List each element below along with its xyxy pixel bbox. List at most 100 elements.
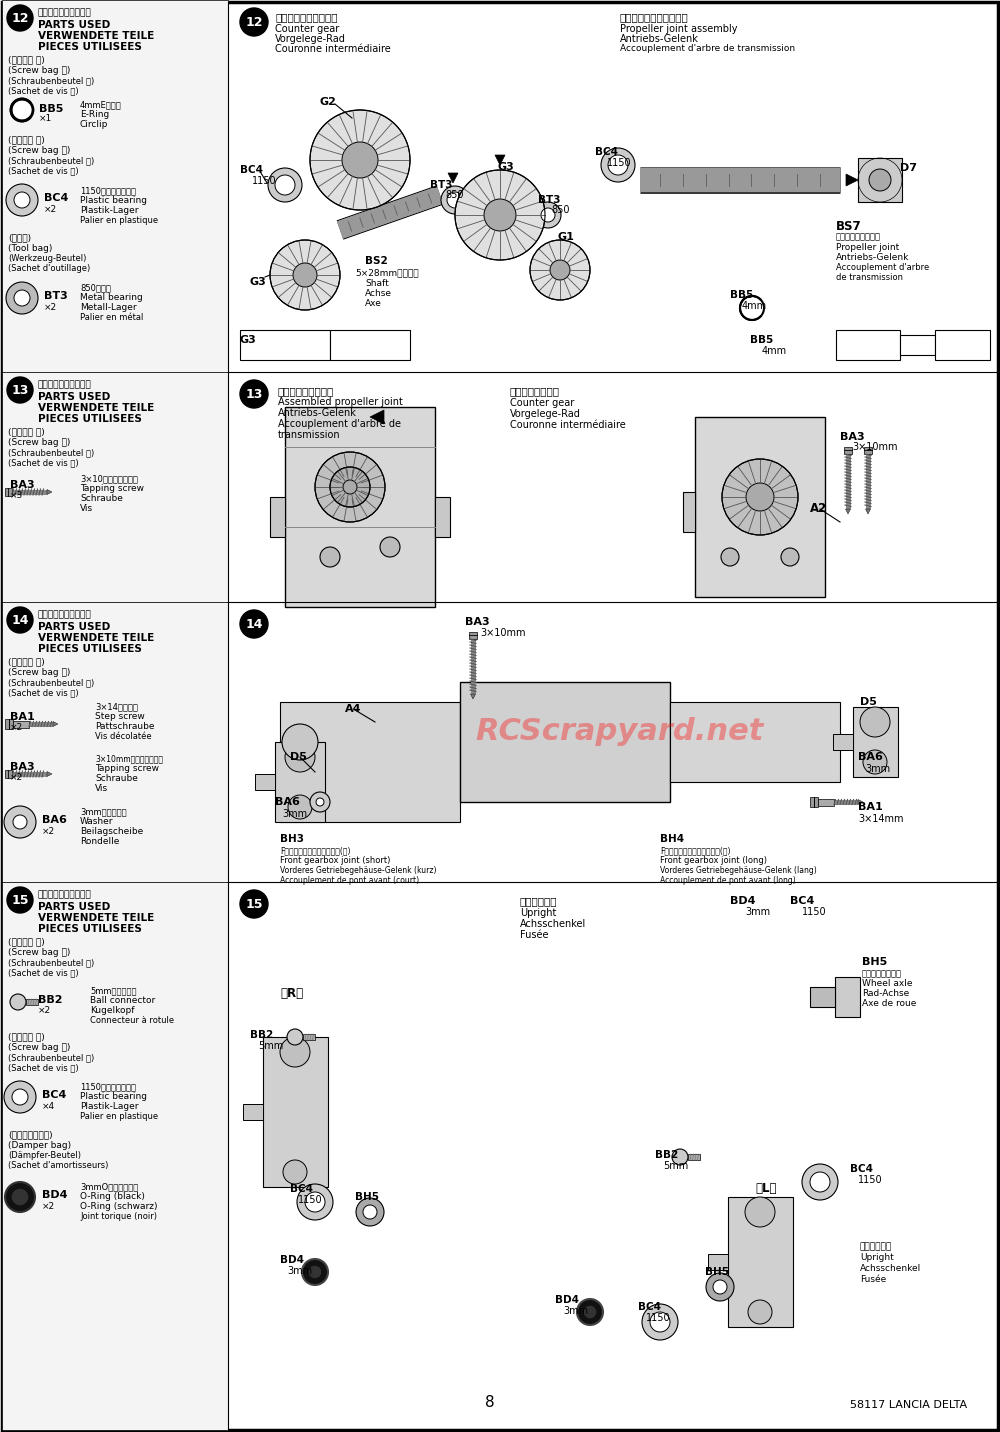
Text: G3: G3	[240, 335, 257, 345]
Text: BB2: BB2	[250, 1030, 273, 1040]
Bar	[270, 497, 285, 537]
Text: Achsschenkel: Achsschenkel	[860, 1264, 921, 1273]
Text: Vis: Vis	[95, 783, 108, 793]
Text: Accouplement de pont avant (long): Accouplement de pont avant (long)	[660, 876, 796, 885]
Text: (Sachet d'amortisseurs): (Sachet d'amortisseurs)	[8, 1161, 108, 1170]
Text: Metal bearing: Metal bearing	[80, 294, 143, 302]
Bar	[262, 1037, 328, 1187]
Text: 〈R〉: 〈R〉	[280, 987, 303, 1000]
Polygon shape	[858, 799, 863, 805]
Text: BA3: BA3	[840, 432, 865, 442]
Text: ×3: ×3	[10, 491, 23, 500]
Text: Schraube: Schraube	[95, 775, 138, 783]
Text: Joint torique (noir): Joint torique (noir)	[80, 1211, 157, 1221]
Circle shape	[10, 994, 26, 1010]
Text: (Schraubenbeutel Ⓑ): (Schraubenbeutel Ⓑ)	[8, 958, 94, 967]
Circle shape	[7, 886, 33, 914]
Bar	[846, 454, 850, 508]
Text: 8: 8	[485, 1395, 495, 1411]
Circle shape	[356, 1199, 384, 1226]
Text: 3×14段付ビス: 3×14段付ビス	[95, 702, 138, 712]
Circle shape	[11, 1189, 29, 1206]
Text: BT3: BT3	[538, 195, 560, 205]
Text: 5mm: 5mm	[663, 1161, 688, 1171]
Text: Couronne intermédiaire: Couronne intermédiaire	[275, 44, 391, 54]
Text: Metall-Lager: Metall-Lager	[80, 304, 137, 312]
Circle shape	[608, 155, 628, 175]
Text: Vis décolatée: Vis décolatée	[95, 732, 152, 740]
Bar	[435, 497, 450, 537]
Text: (Schraubenbeutel Ⓒ): (Schraubenbeutel Ⓒ)	[8, 156, 94, 165]
Text: 5mmピロボール: 5mmピロボール	[90, 987, 136, 995]
Circle shape	[745, 1197, 775, 1227]
Bar	[26, 1000, 38, 1005]
Text: ×2: ×2	[44, 304, 57, 312]
Circle shape	[746, 483, 774, 511]
Text: ×2: ×2	[10, 773, 23, 782]
Bar	[810, 987, 835, 1007]
Text: 1150: 1150	[607, 158, 632, 168]
Bar	[5, 719, 13, 729]
Bar	[858, 158, 902, 202]
Text: BB5: BB5	[750, 335, 773, 345]
Bar	[242, 1104, 262, 1120]
Text: 1150: 1150	[646, 1313, 671, 1323]
Text: 3mm: 3mm	[745, 906, 770, 916]
Text: Front gearbox joint (short): Front gearbox joint (short)	[280, 856, 390, 865]
Polygon shape	[370, 410, 384, 424]
Text: (ビス袋詰 Ⓐ): (ビス袋詰 Ⓐ)	[8, 427, 45, 435]
Text: Fギヤーボックスジョイント(長): Fギヤーボックスジョイント(長)	[660, 846, 730, 855]
Circle shape	[282, 725, 318, 760]
Text: PIECES UTILISEES: PIECES UTILISEES	[38, 644, 142, 654]
Circle shape	[363, 1204, 377, 1219]
Bar	[864, 447, 872, 454]
Text: 〈カウンターギヤー〉: 〈カウンターギヤー〉	[275, 11, 338, 21]
Text: ×2: ×2	[42, 828, 55, 836]
Text: Propeller joint assembly: Propeller joint assembly	[620, 24, 738, 34]
Bar	[844, 447, 852, 454]
Bar	[728, 1197, 792, 1327]
Text: Achsschenkel: Achsschenkel	[520, 919, 586, 929]
Bar	[285, 407, 435, 607]
Circle shape	[810, 1171, 830, 1191]
Polygon shape	[47, 772, 52, 776]
Text: BH5: BH5	[705, 1267, 729, 1277]
Text: 1150: 1150	[858, 1176, 883, 1186]
Polygon shape	[53, 722, 58, 726]
Text: E-Ring: E-Ring	[80, 110, 109, 119]
Text: 3×10タッピングビス: 3×10タッピングビス	[80, 474, 138, 483]
Text: Couronne intermédiaire: Couronne intermédiaire	[510, 420, 626, 430]
Circle shape	[748, 1300, 772, 1325]
Bar	[695, 417, 825, 597]
Text: 4mmEリング: 4mmEリング	[80, 100, 122, 109]
Text: 12: 12	[245, 16, 263, 29]
Text: Fusée: Fusée	[520, 929, 548, 939]
Text: Rondelle: Rondelle	[80, 836, 119, 846]
Text: (Dämpfer-Beutel): (Dämpfer-Beutel)	[8, 1151, 81, 1160]
Text: BH4: BH4	[660, 833, 684, 843]
Text: G1: G1	[557, 232, 574, 242]
Text: BB2: BB2	[655, 1150, 678, 1160]
Text: 3×10mm: 3×10mm	[480, 629, 526, 639]
Text: Vorgelege-Rad: Vorgelege-Rad	[275, 34, 346, 44]
Text: Vis: Vis	[80, 504, 93, 513]
Polygon shape	[47, 490, 52, 494]
Text: Pattschraube: Pattschraube	[95, 722, 154, 730]
Text: 3mmワッシャー: 3mmワッシャー	[80, 808, 127, 816]
Text: 〈使用する小物金具〉: 〈使用する小物金具〉	[38, 610, 92, 619]
Text: PARTS USED: PARTS USED	[38, 392, 110, 402]
Circle shape	[13, 815, 27, 829]
Circle shape	[302, 1259, 328, 1285]
Text: 〈プロペラジョイント〉: 〈プロペラジョイント〉	[620, 11, 689, 21]
Text: Wheel axle: Wheel axle	[862, 979, 912, 988]
Text: Plastik-Lager: Plastik-Lager	[80, 1103, 138, 1111]
Circle shape	[706, 1273, 734, 1302]
Text: BH5: BH5	[355, 1191, 379, 1201]
Text: 3mm: 3mm	[287, 1266, 312, 1276]
Text: BA6: BA6	[275, 798, 300, 808]
Bar	[13, 720, 29, 727]
Circle shape	[863, 750, 887, 775]
Text: (Screw bag Ⓒ): (Screw bag Ⓒ)	[8, 146, 70, 155]
Text: (Sachet de vis Ⓑ): (Sachet de vis Ⓑ)	[8, 86, 79, 95]
Text: O-Ring (schwarz): O-Ring (schwarz)	[80, 1201, 158, 1211]
